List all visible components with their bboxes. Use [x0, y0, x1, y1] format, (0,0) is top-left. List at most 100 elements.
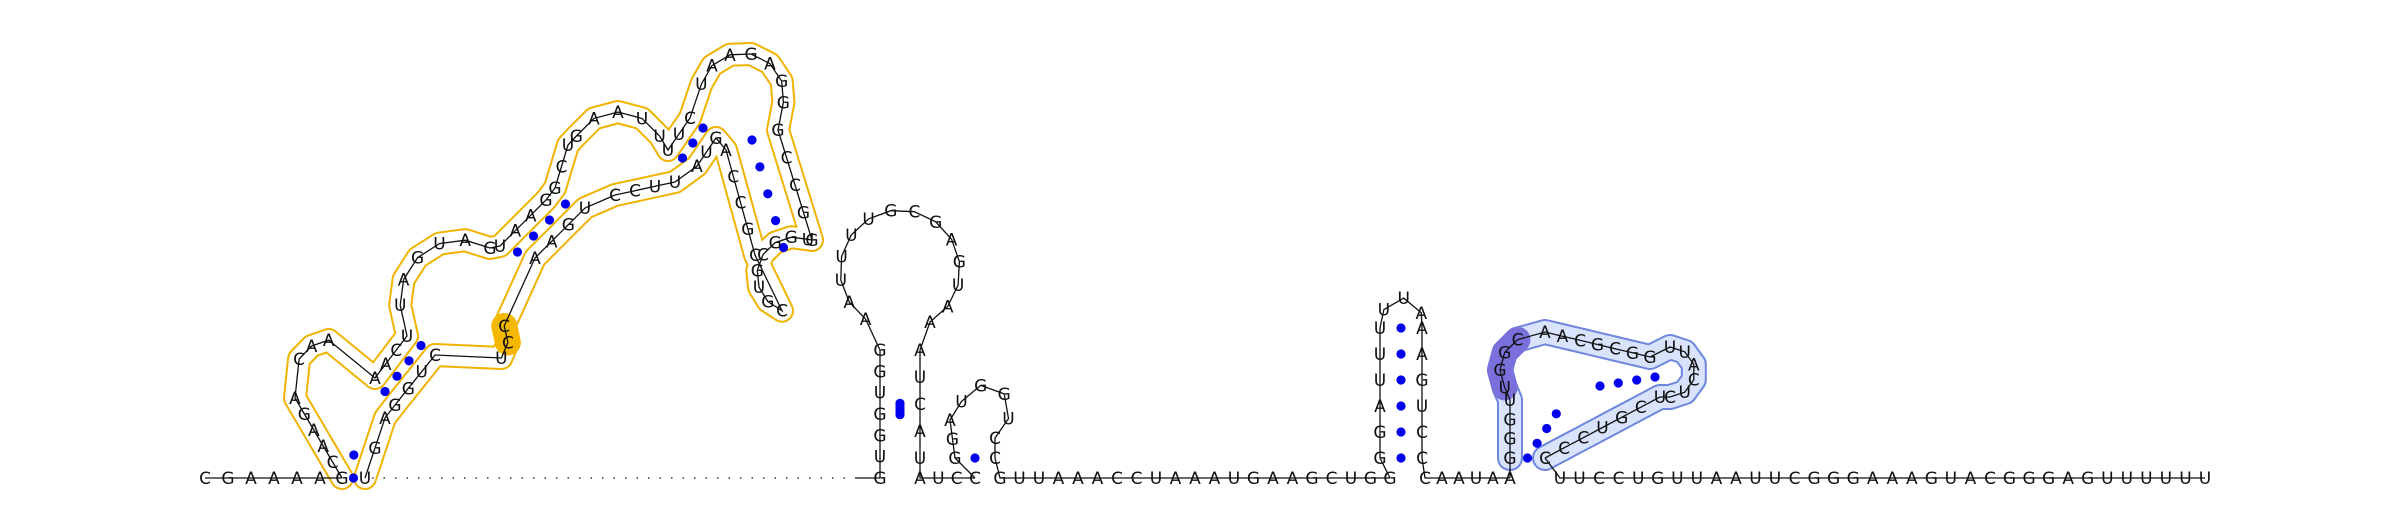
- hairpin-d-loop-nt-153: U: [1378, 301, 1390, 321]
- bulge-nt-78: C: [502, 333, 514, 353]
- stem2-down-nt-81: U: [415, 363, 427, 383]
- hairpin-b-loop-nt-107: A: [924, 313, 936, 333]
- hairpin-c-loop-nt-123: U: [1002, 410, 1014, 430]
- base-pair-dot: [1396, 375, 1406, 385]
- trailer-nt-205: A: [1730, 469, 1742, 489]
- middle-strand-nt-136: A: [1189, 469, 1201, 489]
- spacer-2-nt-162: C: [1419, 469, 1431, 489]
- trailer-nt-224: U: [2101, 469, 2113, 489]
- loop3-top-nt-35: A: [612, 103, 624, 123]
- hairpin-e-return-nt-191: G: [1615, 408, 1628, 428]
- hairpin-e-top-nt-176: A: [1539, 323, 1551, 343]
- middle-strand-nt-129: A: [1053, 469, 1065, 489]
- hairpin-b-loop-nt-100: G: [884, 202, 897, 222]
- middle-strand-nt-126: G: [993, 469, 1006, 489]
- base-pair-dot: [560, 199, 571, 209]
- hairpin-b-loop-nt-95: A: [843, 293, 855, 313]
- hairpin-e-return-nt-193: C: [1577, 429, 1589, 449]
- hairpin-e-loop-nt-184: U: [1678, 343, 1690, 363]
- base-pair-dot: [1396, 323, 1406, 333]
- stem3-up-nt-27: A: [509, 222, 521, 242]
- big-loop-nt-22: G: [411, 249, 424, 269]
- hairpin-e-purple-nt-175: C: [1512, 331, 1524, 351]
- trailer-nt-206: U: [1749, 469, 1761, 489]
- trailer-nt-229: U: [2199, 469, 2211, 489]
- hairpin-d-left-nt-148: G: [1373, 423, 1386, 443]
- backbone-link: [840, 210, 961, 479]
- small-loop-nt-59: G: [761, 293, 774, 313]
- stem2-up-nt-17: A: [380, 355, 392, 375]
- trailer-nt-228: U: [2179, 469, 2191, 489]
- hairpin-top-nt-41: U: [695, 75, 707, 95]
- hairpin-d-right-nt-156: A: [1416, 319, 1428, 339]
- hairpin-b-left-nt-91: U: [874, 384, 886, 404]
- hairpin-top-nt-42: A: [706, 57, 718, 77]
- trailer-nt-223: G: [2081, 469, 2094, 489]
- middle-strand-nt-145: G: [1364, 469, 1377, 489]
- stem3-up-nt-26: U: [494, 237, 506, 257]
- internal-right-nt-69: U: [669, 173, 681, 193]
- middle-strand-nt-128: U: [1033, 469, 1045, 489]
- loop3-top-nt-36: U: [636, 109, 648, 129]
- base-pair-dot: [1396, 427, 1406, 437]
- base-pair-dot: [1613, 378, 1623, 388]
- spacer-1-nt-116: C: [969, 469, 981, 489]
- hairpin-d-left-nt-149: A: [1374, 397, 1386, 417]
- big-loop-nt-25: G: [483, 239, 496, 259]
- small-loop-nt-58: U: [753, 278, 765, 298]
- base-pair-layer: [348, 123, 1660, 483]
- hairpin-e-left-nt-171: U: [1504, 391, 1516, 411]
- hairpin-e-loop-nt-185: A: [1688, 355, 1700, 375]
- hairpin-e-left-nt-169: G: [1503, 430, 1516, 450]
- trailer-nt-211: G: [1847, 469, 1860, 489]
- base-pair-dot: [392, 371, 402, 381]
- stem4-down-nt-68: A: [691, 157, 703, 177]
- stem1-left-nt-8: C: [327, 453, 339, 473]
- stem1-left-nt-12: A: [289, 389, 301, 409]
- backbone-link: [294, 53, 813, 479]
- backbone-link: [994, 457, 1390, 479]
- hairpin-d-right-nt-158: G: [1415, 371, 1428, 391]
- base-pair-dot: [380, 386, 390, 397]
- backbone-link: [1421, 457, 1510, 479]
- base-pair-dot: [895, 410, 905, 420]
- stem1-left-nt-10: A: [308, 421, 320, 441]
- hairpin-e-loop-nt-188: C: [1664, 388, 1676, 408]
- small-loop-nt-56: C: [757, 245, 769, 265]
- middle-strand-nt-132: C: [1111, 469, 1123, 489]
- spacer-2-nt-166: A: [1487, 469, 1499, 489]
- trailer-nt-207: U: [1769, 469, 1781, 489]
- loop1-nt-14: A: [306, 337, 318, 357]
- trailer-nt-200: U: [1632, 469, 1644, 489]
- small-loop-nt-60: C: [776, 302, 788, 322]
- backbone-link: [949, 384, 1010, 479]
- stem3-down-nt-76: A: [529, 249, 541, 269]
- middle-strand-nt-135: A: [1170, 469, 1182, 489]
- hairpin-c-right-nt-124: C: [989, 429, 1001, 449]
- backbone-link: [919, 458, 975, 479]
- trailer-nt-213: A: [1886, 469, 1898, 489]
- stem4-down-nt-67: U: [700, 143, 712, 163]
- hairpin-e-return-nt-194: C: [1558, 439, 1570, 459]
- hairpin-b-loop-nt-106: A: [942, 297, 954, 317]
- stem4-up-nt-40: C: [684, 109, 696, 129]
- trailer-nt-210: G: [1827, 469, 1840, 489]
- hairpin-b-left-nt-92: G: [873, 362, 886, 382]
- loop1-nt-13: C: [293, 350, 305, 370]
- base-pair-dot: [1595, 381, 1605, 391]
- loop3-left-nt-30: G: [548, 179, 561, 199]
- hairpin-e-return-nt-195: C: [1539, 449, 1551, 469]
- hairpin-e-left-nt-170: G: [1503, 410, 1516, 430]
- hairpin-c-right-nt-125: C: [989, 449, 1001, 469]
- hairpin-e-return-nt-192: U: [1596, 419, 1608, 439]
- hairpin-e-top-nt-180: C: [1609, 340, 1621, 360]
- hairpin-b-right-nt-108: A: [914, 341, 926, 361]
- middle-strand-nt-130: A: [1072, 469, 1084, 489]
- trailer-nt-196: U: [1554, 469, 1566, 489]
- stem1-left-nt-9: A: [317, 437, 329, 457]
- base-pair-dot: [970, 453, 980, 463]
- stem2-down-nt-82: G: [402, 379, 415, 399]
- hairpin-e-loop-nt-187: U: [1678, 383, 1690, 403]
- base-pair-dot: [528, 231, 539, 241]
